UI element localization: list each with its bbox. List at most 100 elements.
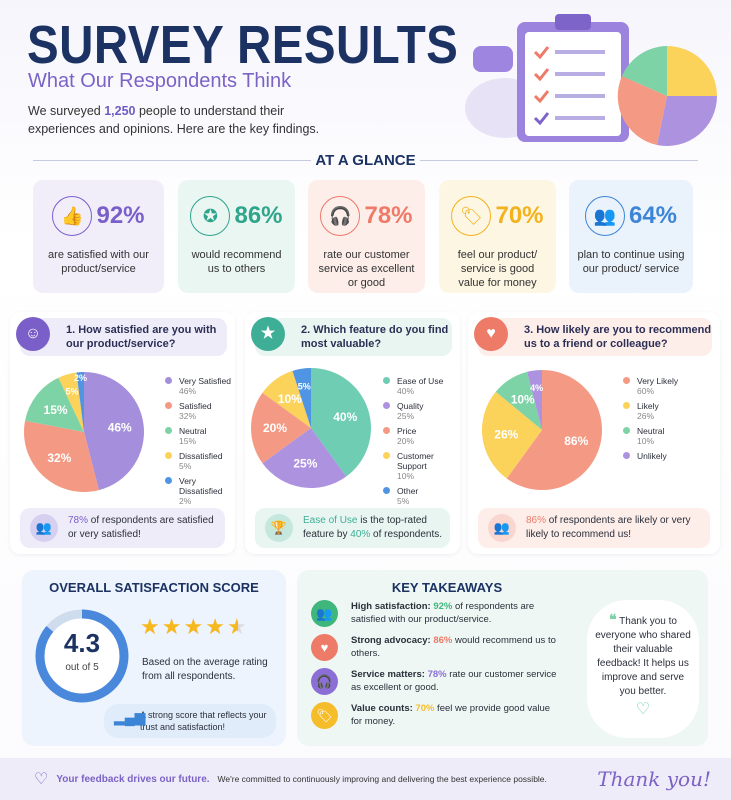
takeaway-text: would recommend us to others. [351,635,556,659]
pie-slice-price [251,392,311,464]
legend-value: 10% [397,471,415,481]
slice-label: 25% [293,457,317,471]
footer-banner: ♡ Your feedback drives our future. We're… [0,758,731,800]
legend-swatch [383,402,390,409]
legend-item: Neutral 10% [623,426,678,446]
pie-slice-dissatisfied [58,372,84,432]
legend-item: Other 5% [383,486,460,506]
legend-item: Likely 26% [623,401,678,421]
legend-item: Very Satisfied 46% [165,376,235,396]
stat-card: 🏷 70% feel our product/ service is good va… [439,180,556,293]
divider-right [420,160,698,161]
legend-swatch [383,377,390,384]
summary-highlight: 78% [68,515,89,526]
stat-card: 🎧 78% rate our customer service as excelle… [308,180,425,293]
users-icon: 👥 [488,514,516,542]
smile-icon: ☺ [16,317,50,351]
star-icon: ★ [251,317,285,351]
price-tag-icon: 🏷 [311,702,338,729]
legend-swatch [165,452,172,459]
slice-label: 26% [494,428,518,442]
pie-slice-unlikely [527,370,542,430]
takeaways-heading: KEY TAKEAWAYS [391,580,503,595]
pie-slice-very-likely [506,370,602,490]
question-panel: ♥ 3. How likely are you to recommend us t… [468,312,720,554]
pie-slice-ease-of-use [311,368,371,477]
legend-label: Very Dissatisfied [179,476,223,496]
legend-item: Neutral 15% [165,426,235,446]
takeaway-text: rate our customer service as excellent o… [351,669,557,693]
question-panel: ☺ 1. How satisfied are you with our produ… [10,312,235,554]
takeaway-item: 👥 High satisfaction: 92% of respondents a… [311,600,561,627]
question-header: ♥ 3. How likely are you to recommend us t… [474,317,712,356]
pie-chart: 40% 25% 20% 10%5% [251,368,371,488]
key-takeaways-card: KEY TAKEAWAYS 👥 High satisfaction: 92% of… [297,570,708,746]
pie-slice-very-satisfied [84,372,145,491]
stat-label: would recommend us to others [191,249,282,275]
page-title: SURVEY RESULTS [27,15,459,75]
star-icon: ★ [183,614,206,639]
legend-value: 5% [397,496,410,506]
stat-card: ✪ 86% would recommend us to others [178,180,295,293]
chat-bubble-icon [473,46,513,72]
score-note-text: A strong score that reflects your trust … [140,710,267,732]
intro-text: We surveyed 1,250 people to understand t… [28,102,328,138]
trophy-icon: 🏆 [265,514,293,542]
takeaway-item: 🎧 Service matters: 78% rate our customer … [311,668,561,695]
legend-item: Quality 25% [383,401,460,421]
legend-value: 10% [637,436,655,446]
question-panel: ★ 2. Which feature do you find most valua… [245,312,460,554]
slice-label: 10% [278,392,302,406]
legend-label: Unlikely [637,451,667,461]
intro-pre: We surveyed [28,104,105,118]
headset-icon: 🎧 [311,668,338,695]
slice-label: 10% [511,393,535,407]
score-ring-fill [35,609,129,703]
stat-value: 86% [234,202,283,229]
pie-slice-customer-support [262,370,311,428]
slice-label: 20% [263,421,287,435]
takeaway-item: ♥ Strong advocacy: 86% would recommend us… [311,634,561,661]
legend-label: Satisfied [179,401,212,411]
takeaway-title: High satisfaction: [351,601,431,612]
stat-value: 70% [495,202,544,229]
star-icon: ★ [140,614,162,639]
legend-swatch [165,402,172,409]
takeaway-pct: 78% [427,669,447,680]
score-out-of: out of 5 [65,662,99,673]
stat-label: rate our customer service as excellent o… [318,249,415,289]
takeaway-title: Value counts: [351,703,413,714]
legend-swatch [383,427,390,434]
stat-label: are satisfied with our product/service [48,249,149,275]
legend-item: Customer Support 10% [383,451,460,481]
pie-chart: 86% 26% 10%4% [482,370,602,490]
users-icon: 👥 [311,600,338,627]
chart-legend: Very Likely 60% Likely 26% Neutral 10% Unlikel… [623,376,678,476]
pie-slice-neutral [25,377,84,432]
summary-highlight-2: 40% [350,529,371,540]
summary-text: of respondents are likely or very likely… [526,515,691,540]
divider-left [33,160,311,161]
legend-item: Very Dissatisfied 2% [165,476,235,506]
respondent-count: 1,250 [104,104,136,118]
legend-label: Ease of Use [397,376,444,386]
takeaway-title: Service matters: [351,669,425,680]
legend-label: Dissatisfied [179,451,223,461]
slice-label: 46% [108,420,132,434]
legend-swatch [165,477,172,484]
legend-value: 46% [179,386,197,396]
chart-summary: 🏆 Ease of Use is the top-rated feature by… [255,508,450,548]
pie-slice-likely [482,391,542,479]
question-title: 3. How likely are you to recommend us to… [524,324,712,350]
users-icon: 👥 [584,196,625,236]
clipboard-illustration [465,14,717,147]
legend-label: Very Satisfied [179,376,231,386]
legend-label: Neutral [637,426,665,436]
score-note: ▂▄▆ A strong score that reflects your tr… [104,704,276,738]
slice-label: 2% [74,373,87,383]
question-title: 1. How satisfied are you with our produc… [66,324,217,350]
legend-value: 5% [179,461,192,471]
slice-label: 5% [298,381,311,391]
legend-swatch [623,427,630,434]
heart-outline-icon: ♡ [34,771,49,788]
